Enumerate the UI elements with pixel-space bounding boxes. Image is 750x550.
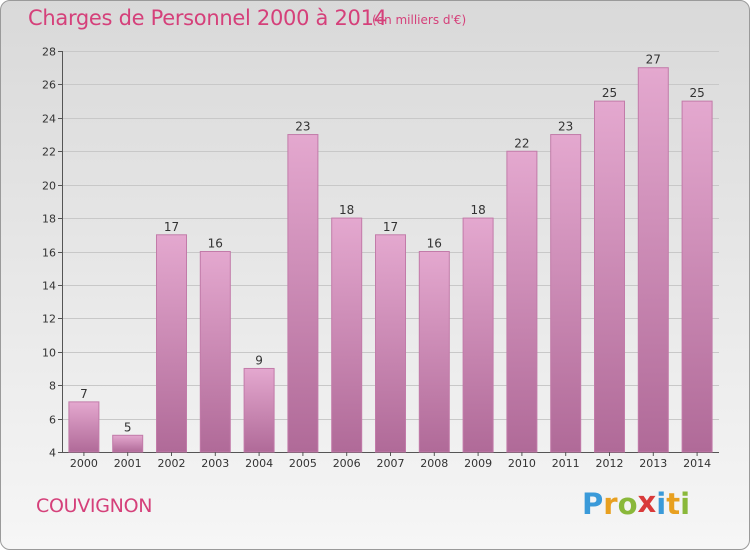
bar — [462, 217, 494, 453]
bar-value-label: 27 — [646, 53, 661, 67]
y-tick-label: 10 — [42, 347, 56, 360]
bar — [550, 134, 582, 453]
bar — [68, 401, 100, 453]
y-tick-label: 14 — [42, 280, 56, 293]
bar-value-label: 23 — [295, 120, 310, 134]
bar-value-label: 5 — [124, 420, 132, 434]
commune-name: COUVIGNON — [36, 495, 153, 517]
bar — [112, 434, 144, 453]
y-tick-label: 26 — [42, 79, 56, 92]
bar — [506, 150, 538, 453]
logo-letter: o — [617, 487, 638, 521]
bar-value-label: 16 — [427, 237, 442, 251]
bar — [681, 100, 713, 453]
logo-letter: i — [680, 487, 691, 521]
bar — [243, 367, 275, 453]
bar-value-label: 25 — [602, 86, 617, 100]
bar-value-label: 17 — [164, 220, 179, 234]
logo-letter: P — [582, 487, 604, 521]
y-tick-label: 28 — [42, 46, 56, 59]
y-tick-label: 18 — [42, 213, 56, 226]
x-tick-label: 2006 — [333, 457, 361, 470]
bar-value-label: 18 — [339, 203, 354, 217]
y-tick-label: 12 — [42, 313, 56, 326]
y-tick-label: 4 — [49, 447, 56, 460]
bar — [637, 67, 669, 453]
bar-value-label: 25 — [689, 86, 704, 100]
x-tick-label: 2010 — [508, 457, 536, 470]
y-tick-label: 16 — [42, 247, 56, 260]
bar-value-label: 16 — [208, 237, 223, 251]
bar — [331, 217, 363, 453]
x-tick-label: 2001 — [114, 457, 142, 470]
bar — [287, 134, 319, 453]
x-tick-label: 2000 — [70, 457, 98, 470]
bar — [156, 234, 187, 453]
x-tick-label: 2012 — [596, 457, 624, 470]
chart-subtitle: (en milliers d'€) — [372, 13, 467, 27]
x-tick-label: 2011 — [552, 457, 580, 470]
x-tick-label: 2009 — [464, 457, 492, 470]
x-tick-label: 2013 — [639, 457, 667, 470]
y-tick-label: 24 — [42, 113, 56, 126]
x-tick-label: 2014 — [683, 457, 711, 470]
x-tick-label: 2007 — [377, 457, 405, 470]
bar-value-label: 22 — [514, 136, 529, 150]
bar — [375, 234, 406, 453]
bar-value-label: 7 — [80, 387, 88, 401]
proxiti-logo: Proxiti — [582, 485, 691, 521]
x-tick-label: 2004 — [245, 457, 273, 470]
bar-value-label: 17 — [383, 220, 398, 234]
bar-value-label: 23 — [558, 120, 573, 134]
y-tick-label: 20 — [42, 180, 56, 193]
y-tick-label: 8 — [49, 380, 56, 393]
logo-letter: r — [603, 487, 618, 521]
x-tick-label: 2003 — [201, 457, 229, 470]
logo-letter: i — [656, 487, 667, 521]
x-tick-label: 2002 — [158, 457, 186, 470]
bar — [199, 251, 231, 453]
x-tick-label: 2008 — [420, 457, 448, 470]
y-tick-label: 6 — [49, 414, 56, 427]
chart-title: Charges de Personnel 2000 à 2014 — [28, 6, 387, 30]
logo-letter: t — [666, 487, 681, 521]
bar-value-label: 9 — [255, 353, 263, 367]
bar — [594, 100, 625, 453]
logo-letter: x — [637, 485, 657, 519]
bar-value-label: 18 — [470, 203, 485, 217]
bar — [418, 251, 450, 453]
x-tick-label: 2005 — [289, 457, 317, 470]
y-tick-label: 22 — [42, 146, 56, 159]
